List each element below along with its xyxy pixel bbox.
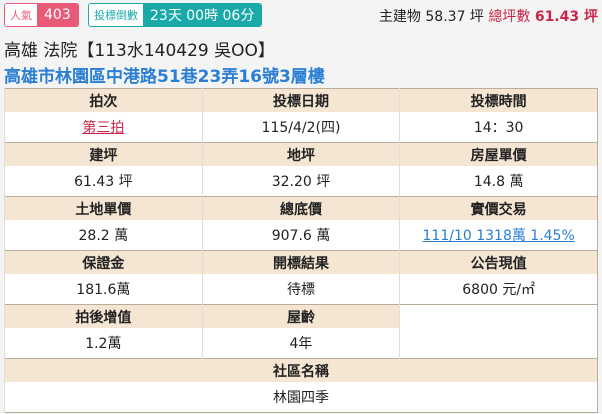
area-summary: 主建物 58.37 坪 總坪數 61.43 坪 [379, 6, 598, 26]
value-cell: 1.2萬 [4, 328, 203, 359]
main-building-label: 主建物 [378, 9, 421, 25]
community-value: 林園四季 [4, 382, 598, 413]
header-cell: 建坪 [4, 142, 203, 166]
header-cell: 公告現值 [399, 250, 598, 274]
header-cell: 拍後增值 [4, 304, 203, 328]
countdown-label: 投標倒數 [89, 4, 143, 26]
countdown-badge: 投標倒數 23天 00時 06分 [88, 3, 263, 27]
value-cell: 115/4/2(四) [201, 112, 400, 143]
main-building-value: 58.37 坪 [425, 9, 484, 25]
header-cell: 投標日期 [201, 88, 400, 112]
value-cell: 6800 元/㎡ [399, 274, 598, 305]
popularity-value: 403 [37, 4, 78, 26]
value-cell: 14.8 萬 [399, 166, 598, 197]
header-cell: 實價交易 [399, 196, 598, 220]
value-cell: 181.6萬 [4, 274, 203, 305]
top-bar: 人氣 403 投標倒數 23天 00時 06分 主建物 58.37 坪 總坪數 … [4, 3, 598, 27]
header-cell: 屋齡 [201, 304, 400, 328]
value-cell: 4年 [201, 328, 400, 359]
value-cell: 14：30 [399, 112, 598, 143]
header-cell: 投標時間 [399, 88, 598, 112]
popularity-badge: 人氣 403 [4, 3, 79, 27]
transaction-price-link[interactable]: 111/10 1318萬 1.45% [422, 228, 575, 244]
header-cell: 拍次 [4, 88, 203, 112]
value-cell: 61.43 坪 [4, 166, 203, 197]
community-label: 社區名稱 [4, 358, 598, 382]
case-title: 高雄 法院【113水140429 吳OO】 [4, 41, 275, 61]
popularity-label: 人氣 [5, 4, 37, 26]
value-cell: 907.6 萬 [201, 220, 400, 251]
auction-details-table: 拍次 投標日期 投標時間 第三拍 115/4/2(四) 14：30 建坪 地坪 房屋單價 6… [4, 88, 598, 413]
property-address[interactable]: 高雄市林園區中港路51巷23弄16號3層樓 [4, 67, 325, 87]
header-cell: 總底價 [201, 196, 400, 220]
header-cell: 土地單價 [4, 196, 203, 220]
auction-round-link[interactable]: 第三拍 [82, 120, 125, 136]
header-cell: 地坪 [201, 142, 400, 166]
total-area-label: 總坪數 [488, 9, 531, 25]
value-cell: 待標 [201, 274, 400, 305]
header-cell: 保證金 [4, 250, 203, 274]
header-cell: 開標結果 [201, 250, 400, 274]
countdown-value: 23天 00時 06分 [143, 4, 262, 26]
header-cell: 房屋單價 [399, 142, 598, 166]
value-cell: 28.2 萬 [4, 220, 203, 251]
total-area-value: 61.43 坪 [534, 9, 598, 25]
empty-cell [399, 304, 598, 359]
value-cell: 32.20 坪 [201, 166, 400, 197]
